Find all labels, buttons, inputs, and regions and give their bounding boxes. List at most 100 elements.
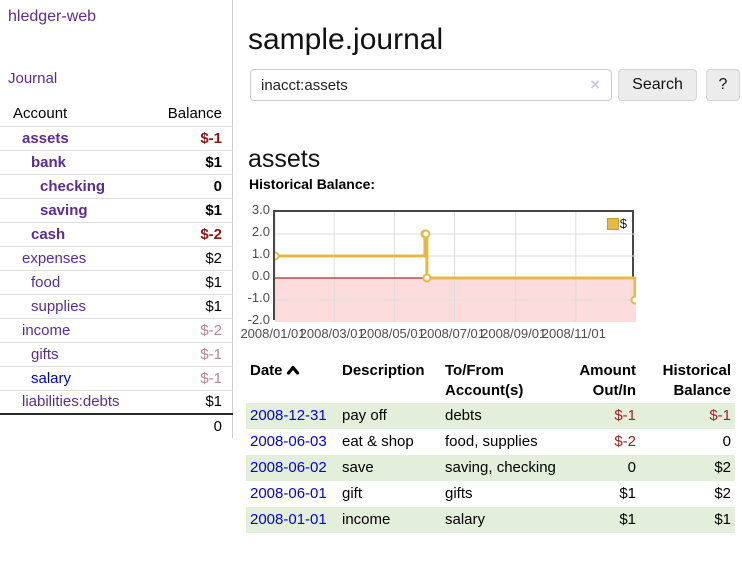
transaction-date-link[interactable]: 2008-06-01 bbox=[250, 485, 327, 502]
transaction-amount: $-2 bbox=[614, 433, 636, 450]
sidebar: hledger-web Journal Account Balance asse… bbox=[0, 0, 233, 438]
account-row: income $-2 bbox=[0, 318, 233, 342]
y-axis-label: 1.0 bbox=[251, 246, 270, 261]
account-link-cash[interactable]: cash bbox=[31, 225, 66, 243]
account-row: saving $1 bbox=[0, 198, 233, 222]
data-point-marker bbox=[421, 229, 431, 239]
register-row: 2008-06-02 save saving, checking 0 $2 bbox=[246, 455, 735, 481]
accounts-total-value: 0 bbox=[213, 418, 222, 435]
clear-search-icon[interactable]: × bbox=[590, 75, 600, 94]
balance-chart: $ 3.0 2.0 1.0 0.0 -1.0 -2.0 2008/01/01 2008/03/… bbox=[240, 202, 740, 345]
accounts-total-row: 0 bbox=[0, 414, 233, 438]
search-input[interactable] bbox=[250, 69, 612, 101]
transaction-amount: $-1 bbox=[614, 407, 636, 424]
transaction-date-link[interactable]: 2008-06-02 bbox=[250, 459, 327, 476]
x-axis-label: 2008/01/01 bbox=[240, 326, 306, 341]
account-row: food $1 bbox=[0, 270, 233, 294]
transaction-accounts: salary bbox=[445, 511, 486, 528]
chart-plot[interactable]: $ bbox=[273, 210, 636, 322]
y-axis-label: 0.0 bbox=[251, 268, 270, 283]
account-row: salary $-1 bbox=[0, 366, 233, 390]
account-link-checking[interactable]: checking bbox=[40, 177, 106, 195]
account-balance: $1 bbox=[205, 153, 222, 171]
account-balance: $1 bbox=[205, 297, 222, 315]
account-balance: $-1 bbox=[200, 369, 222, 387]
account-balance: $-1 bbox=[200, 345, 222, 363]
account-row: assets $-1 bbox=[0, 126, 233, 150]
account-row: liabilities:debts $1 bbox=[0, 390, 233, 414]
register-header-row: Date Description To/From Account(s) Amou… bbox=[246, 359, 735, 403]
sidebar-item-journal[interactable]: Journal bbox=[8, 70, 58, 87]
date-column-header[interactable]: Date bbox=[246, 359, 338, 403]
account-balance: $-2 bbox=[200, 321, 222, 339]
x-axis-label: 2008/03/01 bbox=[299, 326, 365, 341]
y-axis-label: 3.0 bbox=[251, 202, 270, 217]
transaction-balance: 0 bbox=[722, 433, 731, 450]
account-link-salary[interactable]: salary bbox=[31, 369, 72, 387]
transaction-amount: 0 bbox=[627, 459, 636, 476]
chart-title: Historical Balance: bbox=[249, 176, 376, 192]
account-heading: assets bbox=[248, 144, 321, 173]
transaction-description: pay off bbox=[342, 407, 387, 424]
balance-column-header: Historical Balance bbox=[662, 362, 731, 399]
transaction-balance: $2 bbox=[714, 485, 731, 502]
account-link-gifts[interactable]: gifts bbox=[31, 345, 59, 363]
account-link-expenses[interactable]: expenses bbox=[22, 249, 87, 267]
series-label: $ bbox=[619, 216, 627, 231]
account-link-saving[interactable]: saving bbox=[40, 201, 88, 219]
sort-ascending-icon bbox=[286, 365, 299, 375]
account-row: gifts $-1 bbox=[0, 342, 233, 366]
amount-column-header: Amount Out/In bbox=[579, 362, 636, 399]
account-link-income[interactable]: income bbox=[22, 321, 71, 339]
account-link-food[interactable]: food bbox=[31, 273, 61, 291]
account-balance: $1 bbox=[205, 201, 222, 219]
account-link-supplies[interactable]: supplies bbox=[31, 297, 87, 315]
account-row: bank $1 bbox=[0, 150, 233, 174]
register-row: 2008-06-01 gift gifts $1 $2 bbox=[246, 481, 735, 507]
account-balance: $1 bbox=[205, 273, 222, 291]
balance-column-header: Balance bbox=[167, 105, 222, 123]
y-axis-label: 2.0 bbox=[251, 224, 270, 239]
account-balance: 0 bbox=[213, 177, 222, 195]
transaction-balance: $2 bbox=[714, 459, 731, 476]
data-point-marker bbox=[275, 251, 280, 261]
account-row: checking 0 bbox=[0, 174, 233, 198]
transaction-accounts: gifts bbox=[445, 485, 473, 502]
account-row: expenses $2 bbox=[0, 246, 233, 270]
transaction-description: gift bbox=[342, 485, 363, 502]
transaction-balance: $1 bbox=[714, 511, 731, 528]
account-link-liabilities-debts[interactable]: liabilities:debts bbox=[22, 393, 120, 411]
search-button[interactable]: Search bbox=[618, 69, 697, 101]
transaction-accounts: food, supplies bbox=[445, 433, 538, 450]
account-balance: $2 bbox=[205, 249, 222, 267]
account-link-assets[interactable]: assets bbox=[22, 129, 69, 147]
register-table: Date Description To/From Account(s) Amou… bbox=[246, 359, 735, 533]
account-balance: $-2 bbox=[200, 225, 222, 243]
date-header-label: Date bbox=[250, 362, 283, 379]
help-button[interactable]: ? bbox=[706, 69, 740, 101]
search-bar: × Search ? bbox=[250, 69, 742, 101]
transaction-amount: $1 bbox=[619, 485, 636, 502]
register-row: 2008-06-03 eat & shop food, supplies $-2… bbox=[246, 429, 735, 455]
chart-canvas bbox=[275, 212, 636, 322]
transaction-description: eat & shop bbox=[342, 433, 414, 450]
app-title-link[interactable]: hledger-web bbox=[8, 8, 97, 25]
register-row: 2008-12-31 pay off debts $-1 $-1 bbox=[246, 403, 735, 429]
chart-legend: $ bbox=[606, 216, 627, 231]
accounts-header-row: Account Balance bbox=[0, 102, 233, 126]
account-row: supplies $1 bbox=[0, 294, 233, 318]
x-axis-label: 2008/11/01 bbox=[541, 326, 606, 341]
account-balance: $-1 bbox=[200, 129, 222, 147]
transaction-description: income bbox=[342, 511, 391, 528]
transaction-date-link[interactable]: 2008-06-03 bbox=[250, 433, 327, 450]
transaction-balance: $-1 bbox=[709, 407, 731, 424]
account-balance: $1 bbox=[205, 393, 222, 411]
search-input-wrap: × bbox=[250, 69, 612, 101]
y-axis-label: -2.0 bbox=[247, 312, 270, 327]
account-row: cash $-2 bbox=[0, 222, 233, 246]
account-link-bank[interactable]: bank bbox=[31, 153, 67, 171]
x-axis-label: 2008/05/01 bbox=[359, 326, 425, 341]
transaction-amount: $1 bbox=[619, 511, 636, 528]
transaction-date-link[interactable]: 2008-01-01 bbox=[250, 511, 327, 528]
transaction-date-link[interactable]: 2008-12-31 bbox=[250, 407, 327, 424]
